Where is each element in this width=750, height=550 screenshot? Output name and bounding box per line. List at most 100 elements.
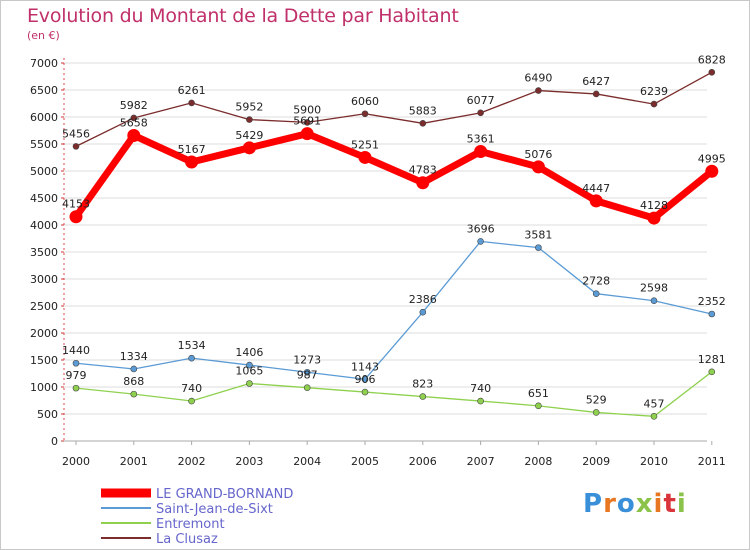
data-point (477, 109, 484, 117)
x-tick-label: 2005 (351, 455, 379, 468)
data-label: 5429 (235, 129, 263, 142)
data-label: 1334 (120, 350, 148, 363)
y-tick-label: 1000 (30, 381, 58, 394)
data-point (592, 290, 600, 297)
data-point (535, 87, 542, 94)
data-label: 2598 (640, 282, 668, 295)
data-label: 6060 (351, 95, 379, 108)
data-point (130, 114, 138, 122)
data-point (419, 393, 427, 400)
data-point (650, 297, 658, 305)
data-point (705, 164, 719, 178)
data-label: 3696 (467, 222, 495, 235)
x-tick-label: 2011 (698, 455, 726, 468)
data-label: 979 (66, 369, 87, 382)
data-label: 987 (297, 369, 318, 382)
data-label: 6239 (640, 85, 668, 98)
data-point (531, 160, 545, 174)
data-label: 1273 (293, 353, 321, 366)
data-point (72, 143, 80, 150)
legend-label: Saint-Jean-de-Sixt (156, 502, 273, 517)
series-line (75, 240, 712, 380)
data-point (242, 141, 256, 155)
data-label: 4783 (409, 164, 437, 177)
data-label: 5456 (62, 127, 90, 140)
data-point (708, 368, 716, 376)
data-point (246, 361, 253, 369)
data-label: 3581 (524, 229, 552, 242)
x-tick-label: 2006 (409, 455, 437, 468)
data-point (303, 384, 311, 392)
y-tick-label: 7000 (30, 57, 58, 70)
data-label: 6261 (178, 84, 206, 97)
x-tick-label: 2001 (120, 455, 148, 468)
data-point (188, 354, 195, 362)
y-tick-label: 2000 (30, 327, 58, 340)
data-label: 868 (123, 375, 144, 388)
data-label: 2352 (698, 295, 726, 308)
y-tick-label: 3000 (30, 273, 58, 286)
data-label: 5982 (120, 99, 148, 112)
data-label: 5658 (120, 116, 148, 129)
series-line (75, 71, 713, 147)
data-label: 1281 (698, 353, 726, 366)
data-point (419, 308, 427, 316)
data-label: 1065 (235, 364, 263, 377)
data-label: 2728 (582, 275, 610, 288)
legend-label: Entremont (156, 517, 225, 532)
x-tick-label: 2003 (235, 455, 263, 468)
data-label: 5167 (178, 143, 206, 156)
chart-subtitle: (en €) (27, 29, 60, 42)
y-tick-label: 3500 (30, 246, 58, 259)
data-label: 4447 (582, 182, 610, 195)
data-label: 5076 (524, 148, 552, 161)
logo-letter: t (663, 489, 677, 519)
y-tick-label: 500 (37, 408, 58, 421)
data-point (650, 413, 658, 420)
series-line (73, 130, 715, 222)
y-tick-label: 5000 (30, 165, 58, 178)
y-tick-label: 4500 (30, 192, 58, 205)
data-point (708, 68, 716, 76)
x-tick-label: 2002 (178, 455, 206, 468)
data-point (361, 110, 369, 118)
data-label: 5952 (235, 101, 263, 114)
data-point (361, 388, 369, 396)
data-point (188, 99, 195, 107)
y-tick-label: 4000 (30, 219, 58, 232)
data-point (72, 359, 80, 367)
x-tick-label: 2004 (293, 455, 321, 468)
x-tick-label: 2009 (582, 455, 610, 468)
data-point (130, 365, 138, 373)
y-tick-label: 1500 (30, 354, 58, 367)
data-point (650, 100, 658, 108)
y-tick-label: 6000 (30, 111, 58, 124)
data-label: 6490 (524, 72, 552, 85)
data-point (477, 397, 484, 405)
data-label: 5361 (467, 133, 495, 146)
data-point (708, 310, 716, 318)
data-point (592, 409, 600, 416)
data-point (246, 116, 253, 123)
data-label: 1406 (235, 346, 263, 359)
data-point (477, 238, 484, 245)
chart-title: Evolution du Montant de la Dette par Hab… (27, 5, 459, 27)
data-point (303, 119, 311, 126)
data-label: 4153 (62, 198, 90, 211)
logo-letter: r (603, 489, 617, 519)
logo-letter: i (676, 489, 687, 519)
data-point (185, 155, 199, 169)
logo-letter: P (583, 489, 604, 519)
data-point (647, 211, 661, 225)
y-tick-label: 2500 (30, 300, 58, 313)
x-tick-label: 2010 (640, 455, 668, 468)
data-point (592, 90, 600, 98)
y-tick-label: 6500 (30, 84, 58, 97)
x-tick-label: 2000 (62, 455, 90, 468)
data-label: 906 (355, 373, 376, 386)
proxiti-logo: Proxiti (583, 489, 687, 519)
data-point (535, 244, 542, 251)
data-label: 823 (412, 378, 433, 391)
data-label: 6077 (467, 94, 495, 107)
